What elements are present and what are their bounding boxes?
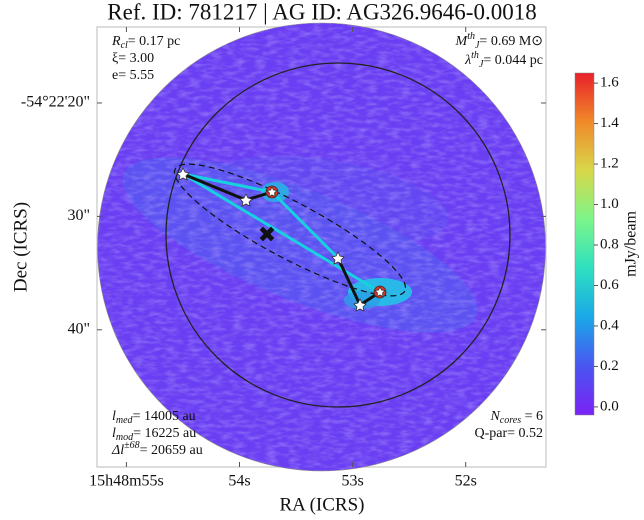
annotation-part: = 0.69 M⊙ <box>479 34 543 49</box>
colorbar-tick-label: 1.0 <box>600 196 619 212</box>
annotation-part: J <box>475 40 480 51</box>
annotation: ξ= 3.00 <box>112 51 154 66</box>
annotation-part: R <box>111 34 121 49</box>
map <box>97 23 546 471</box>
cluster-circle <box>165 62 511 408</box>
annotation-part: l <box>112 409 116 424</box>
x-tick-label: 53s <box>341 473 363 490</box>
colorbar-tick-label: 1.2 <box>600 156 619 172</box>
map-edge <box>97 22 546 472</box>
annotation-part: ±68 <box>124 440 140 451</box>
annotation-part: J <box>479 59 484 70</box>
annotation: MthJ= 0.69 M⊙ <box>455 31 543 51</box>
annotation-part: Q-par= 0.52 <box>474 426 543 441</box>
annotation-part: th <box>471 50 479 61</box>
colorbar-tick-label: 1.6 <box>600 75 619 91</box>
annotation-part: = 0.17 pc <box>128 34 181 49</box>
annotation: lmod= 16225 au <box>112 426 196 443</box>
colorbar-tick-label: 0.6 <box>600 277 619 293</box>
annotation: lmed= 14005 au <box>112 409 196 426</box>
x-tick-label: 54s <box>228 473 250 490</box>
annotation-part: = 6 <box>521 409 543 424</box>
annotation-part: Δl <box>111 443 124 458</box>
annotation: λthJ= 0.044 pc <box>464 50 543 70</box>
annotation: Rcl= 0.17 pc <box>111 34 180 51</box>
annotation: Δl±68= 20659 au <box>111 440 203 458</box>
y-tick-label: 30" <box>67 207 90 224</box>
colorbar-tick-label: 1.4 <box>600 115 619 131</box>
annotation-part: ξ= 3.00 <box>112 51 154 66</box>
annotation-part: l <box>112 426 116 441</box>
colorbar <box>574 72 595 416</box>
colorbar-tick-label: 0.0 <box>600 398 619 414</box>
x-tick-label: 15h48m55s <box>89 473 164 490</box>
cores <box>176 167 387 312</box>
x-tick-label: 52s <box>455 473 477 490</box>
annotation-part: = 20659 au <box>140 443 203 458</box>
annotation: e= 5.55 <box>112 68 154 83</box>
annotation-part: = 14005 au <box>133 409 196 424</box>
annotation-part: N <box>489 409 500 424</box>
y-axis-label: Dec (ICRS) <box>10 202 31 292</box>
annotation-part: med <box>116 415 134 426</box>
annotation-part: = 16225 au <box>133 426 196 441</box>
y-tick-label: 40" <box>67 320 90 337</box>
colorbar-label: mJy/beam <box>623 211 640 277</box>
fit-ellipse <box>173 163 407 297</box>
annotation-part: mod <box>116 432 134 443</box>
annotation-part: cl <box>121 40 128 51</box>
annotation: Ncores = 6 <box>489 409 543 426</box>
annotation-part: th <box>467 31 475 42</box>
colorbar-tick-label: 0.8 <box>600 236 619 252</box>
annotation-part: M <box>455 34 469 49</box>
annotation-part: cores <box>500 415 521 426</box>
chart-title: Ref. ID: 781217 | AG ID: AG326.9646-0.00… <box>107 0 536 24</box>
colorbar-tick-label: 0.2 <box>600 358 619 374</box>
annotation-part: = 0.044 pc <box>483 53 543 68</box>
colorbar-tick-label: 0.4 <box>600 317 619 333</box>
x-axis-label: RA (ICRS) <box>280 494 365 515</box>
annotation-part: e= 5.55 <box>112 68 154 83</box>
annotation: Q-par= 0.52 <box>474 426 543 441</box>
annotation-part: λ <box>464 53 471 68</box>
centroid-marker: ✖ <box>258 223 276 248</box>
y-tick-label: -54°22'20" <box>21 94 90 111</box>
